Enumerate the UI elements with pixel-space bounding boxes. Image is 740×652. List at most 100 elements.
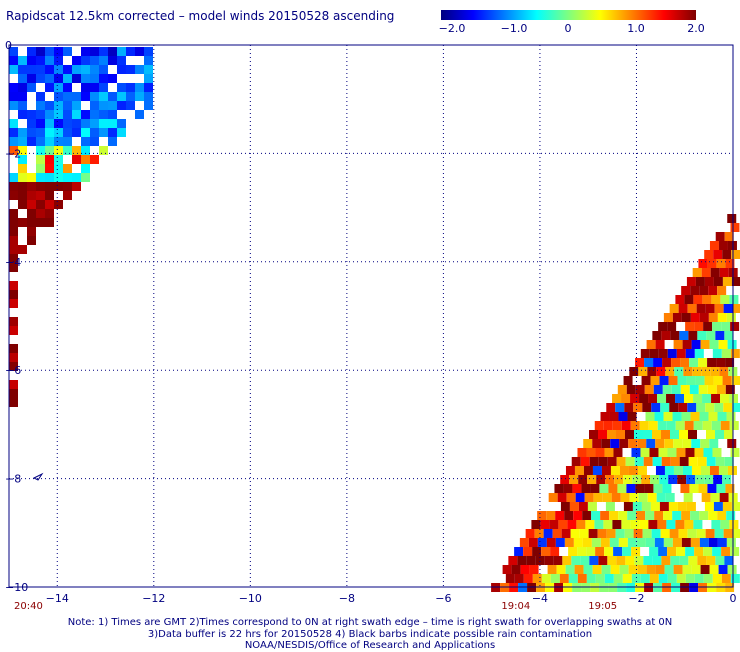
wind-cell (680, 484, 690, 493)
wind-cell (117, 47, 126, 56)
wind-cell (709, 241, 719, 250)
wind-cell (18, 128, 27, 137)
wind-cell (604, 547, 614, 556)
wind-cell (609, 538, 619, 547)
wind-cell (677, 475, 687, 484)
wind-cell (640, 448, 650, 457)
wind-cell (653, 385, 663, 394)
wind-cell (647, 493, 657, 502)
wind-cell (543, 529, 553, 538)
wind-cell (704, 376, 714, 385)
wind-cell (592, 439, 602, 448)
wind-cell (18, 101, 27, 110)
wind-cell (18, 191, 27, 200)
wind-cell (699, 511, 709, 520)
wind-cell (703, 574, 713, 583)
wind-cell (36, 47, 45, 56)
wind-cell (723, 529, 733, 538)
wind-cell (9, 92, 18, 101)
wind-cell (671, 358, 681, 367)
wind-cell (36, 92, 45, 101)
wind-cell (564, 511, 574, 520)
wind-cell (18, 155, 27, 164)
wind-cell (99, 65, 108, 74)
wind-cell (640, 349, 650, 358)
wind-cell (703, 448, 713, 457)
wind-cell (688, 556, 698, 565)
wind-cell (144, 47, 153, 56)
wind-cell (628, 565, 638, 574)
wind-cell (648, 421, 658, 430)
wind-cell (663, 511, 673, 520)
wind-cell (18, 173, 27, 182)
wind-cell (117, 119, 126, 128)
wind-cell (710, 268, 720, 277)
wind-cell (640, 574, 650, 583)
wind-cell (719, 268, 729, 277)
wind-cell (718, 565, 728, 574)
wind-cell (9, 263, 18, 272)
wind-cell (27, 47, 36, 56)
wind-cell (715, 331, 725, 340)
wind-cell (637, 466, 647, 475)
wind-cell (525, 529, 535, 538)
wind-cell (45, 209, 54, 218)
wind-cell (36, 74, 45, 83)
wind-cell (693, 394, 703, 403)
wind-cell (528, 538, 538, 547)
wind-cell (575, 493, 585, 502)
wind-cell (723, 304, 733, 313)
wind-cell (687, 304, 697, 313)
wind-cell (72, 65, 81, 74)
wind-cell (607, 457, 617, 466)
wind-cell (688, 430, 697, 439)
wind-cell (664, 565, 674, 574)
wind-cell (54, 128, 63, 137)
wind-cell (45, 164, 54, 173)
wind-cell (126, 92, 135, 101)
wind-cell (63, 101, 72, 110)
wind-cell (54, 92, 63, 101)
wind-cell (687, 529, 697, 538)
wind-cell (81, 74, 90, 83)
wind-cell (595, 448, 605, 457)
wind-cell (726, 412, 736, 421)
wind-cell (662, 358, 672, 367)
wind-cell (680, 358, 690, 367)
wind-cell (602, 493, 612, 502)
wind-cell (18, 146, 27, 155)
wind-cell (677, 502, 687, 511)
wind-cell (144, 101, 153, 110)
wind-cell (99, 119, 108, 128)
wind-cell (727, 466, 737, 475)
wind-cell (9, 362, 18, 371)
wind-cell (36, 209, 45, 218)
wind-cell (690, 286, 700, 295)
wind-cell (703, 547, 713, 556)
y-tick-label: −4 (5, 256, 21, 269)
wind-cell (540, 520, 550, 529)
wind-cell (650, 376, 660, 385)
wind-cell (695, 376, 705, 385)
wind-cell (698, 358, 708, 367)
wind-cell (532, 547, 542, 556)
wind-cell (657, 421, 667, 430)
wind-cell (578, 475, 588, 484)
wind-cell (126, 101, 135, 110)
wind-cell (108, 101, 117, 110)
wind-cell (620, 493, 630, 502)
wind-cell (705, 529, 715, 538)
wind-cell (601, 565, 611, 574)
wind-cell (720, 520, 730, 529)
wind-cell (610, 466, 620, 475)
wind-cell (583, 439, 593, 448)
wind-cell (651, 529, 661, 538)
colorbar-label-max: 2.0 (687, 22, 705, 35)
wind-cell (689, 385, 699, 394)
wind-cell (626, 484, 636, 493)
wind-cell (81, 110, 90, 119)
wind-cell (718, 241, 728, 250)
colorbar-label-neg1: −1.0 (500, 22, 528, 35)
wind-cell (648, 520, 658, 529)
wind-cell (673, 439, 683, 448)
